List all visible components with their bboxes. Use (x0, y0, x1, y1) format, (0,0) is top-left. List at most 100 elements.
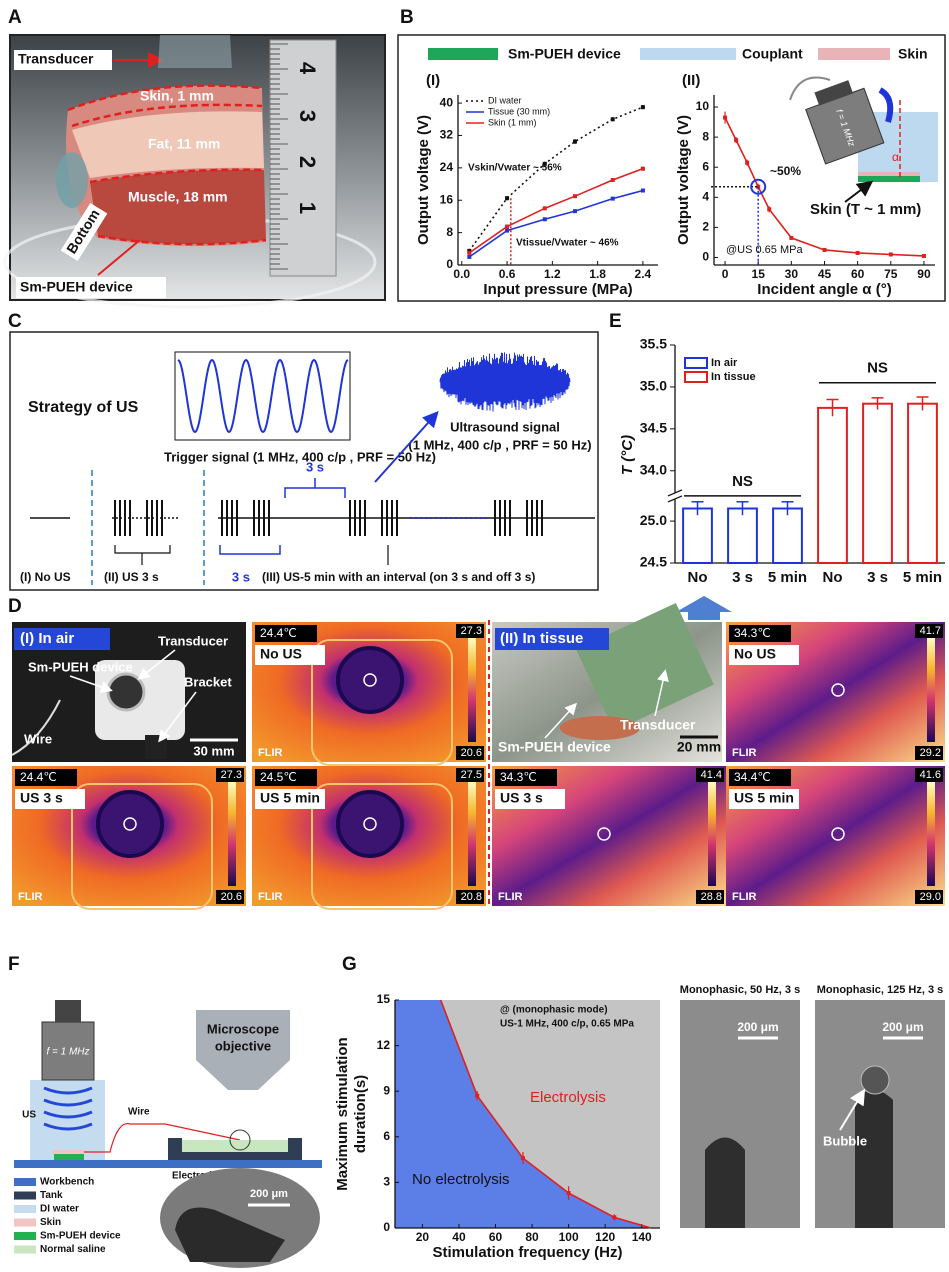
status-label: US 5 min (734, 790, 794, 806)
x-tick-label: 0.6 (499, 267, 516, 281)
ruler-number: 1 (295, 202, 320, 214)
legend-label: In air (711, 357, 738, 369)
legend-label: DI water (488, 95, 522, 105)
x-tick-label: 2.4 (635, 267, 652, 281)
hotspot (338, 648, 402, 712)
y-axis-title: Output voltage (V) (675, 115, 692, 245)
legend-label: Couplant (742, 46, 803, 62)
marker (543, 206, 547, 210)
status-label: US 3 s (500, 790, 543, 806)
bracket (220, 545, 280, 554)
annotation: @US 0.65 MPa (726, 244, 803, 256)
colorbar (927, 782, 935, 886)
marker (611, 178, 615, 182)
scale-min: 20.6 (461, 747, 482, 759)
bar (818, 408, 847, 563)
legend-swatch (14, 1232, 36, 1240)
x-tick-label: 80 (525, 1230, 539, 1244)
y-tick-label: 10 (696, 99, 710, 113)
legend-swatch (14, 1192, 36, 1200)
saline (182, 1140, 288, 1152)
x-tick-label: 0 (722, 267, 729, 281)
legend-label: Skin (1 mm) (488, 117, 537, 127)
annotation: α (892, 150, 899, 164)
bracket (285, 478, 345, 498)
x-tick-label: No (688, 569, 708, 586)
legend-swatch (428, 48, 498, 60)
logo: FLIR (18, 891, 42, 903)
marker (467, 255, 471, 259)
scale-min: 29.2 (920, 747, 941, 759)
panel-letter: B (400, 7, 414, 28)
y-tick-label: 16 (440, 192, 454, 206)
y-axis-title: Output voltage (V) (415, 115, 432, 245)
x-tick-label: 90 (917, 267, 931, 281)
y-tick-label: 6 (702, 159, 709, 173)
legend-label: Sm-PUEH device (508, 46, 621, 62)
scale-min: 20.8 (461, 891, 482, 903)
label: Muscle, 18 mm (128, 189, 228, 205)
scale-label: 200 μm (882, 1020, 923, 1034)
x-tick-label: 1.8 (589, 267, 606, 281)
image-title: Monophasic, 125 Hz, 3 s (817, 984, 944, 996)
logo: FLIR (498, 891, 522, 903)
label: Sm-PUEH device (498, 739, 611, 755)
x-tick-label: 140 (632, 1230, 652, 1244)
figure: ABCDEFG4321TransducerSkin, 1 mmFat, 11 m… (0, 0, 949, 1272)
x-tick-label: 40 (452, 1230, 466, 1244)
marker (611, 117, 615, 121)
thermal-image (726, 766, 945, 906)
temperature: 24.5℃ (260, 770, 297, 784)
label: Transducer (620, 717, 696, 733)
temperature: 24.4℃ (260, 626, 297, 640)
annotation: ~50% (770, 164, 801, 178)
muscle (90, 170, 266, 244)
x-tick-label: 20 (416, 1230, 430, 1244)
label: 200 μm (250, 1188, 288, 1200)
x-axis-title: Incident angle α (°) (757, 281, 891, 298)
logo: FLIR (732, 747, 756, 759)
panel-letter: E (609, 311, 622, 332)
label: Trigger signal (1 MHz, 400 c/p , PRF = 5… (164, 449, 436, 464)
bar (773, 509, 802, 564)
y-tick-label: 35.5 (640, 336, 667, 352)
legend-label: Workbench (40, 1177, 94, 1188)
y-axis-title: T (°C) (619, 435, 636, 475)
marker (573, 209, 577, 213)
marker (505, 225, 509, 229)
scale-max: 27.3 (221, 769, 242, 781)
annotation: Vtissue/Vwater ~ 46% (516, 238, 619, 249)
bubble (861, 1066, 889, 1094)
y-axis-title: Maximum stimulation (334, 1037, 351, 1190)
marker (723, 116, 727, 120)
ruler-number: 3 (295, 110, 320, 122)
skin (52, 1150, 86, 1154)
legend-swatch (14, 1219, 36, 1227)
label: Skin, 1 mm (140, 88, 214, 104)
legend-swatch (685, 358, 707, 368)
marker (567, 1191, 571, 1195)
image-label: Bubble (823, 1133, 867, 1148)
legend-swatch (818, 48, 890, 60)
label: US (22, 1110, 36, 1121)
bar (908, 404, 937, 563)
label: 3 s (232, 569, 250, 584)
y-tick-label: 0 (702, 250, 709, 264)
x-tick-label: 30 (785, 267, 799, 281)
x-axis-title: Input pressure (MPa) (483, 281, 632, 298)
panel-letter: F (8, 954, 20, 975)
x-tick-label: 60 (851, 267, 865, 281)
legend-label: In tissue (711, 371, 756, 383)
marker (889, 252, 893, 256)
axis-break-gap (669, 493, 681, 499)
y-tick-label: 40 (440, 95, 454, 109)
y-axis-title: duration(s) (352, 1075, 369, 1153)
couplant (56, 152, 88, 208)
annotation: Skin (T ~ 1 mm) (810, 201, 921, 218)
ruler-number: 4 (295, 62, 320, 75)
y-tick-label: 12 (377, 1038, 391, 1052)
colorbar (228, 782, 236, 886)
temperature: 24.4℃ (20, 770, 57, 784)
ruler-number: 2 (295, 156, 320, 168)
page: ABCDEFG4321TransducerSkin, 1 mmFat, 11 m… (0, 0, 949, 1272)
